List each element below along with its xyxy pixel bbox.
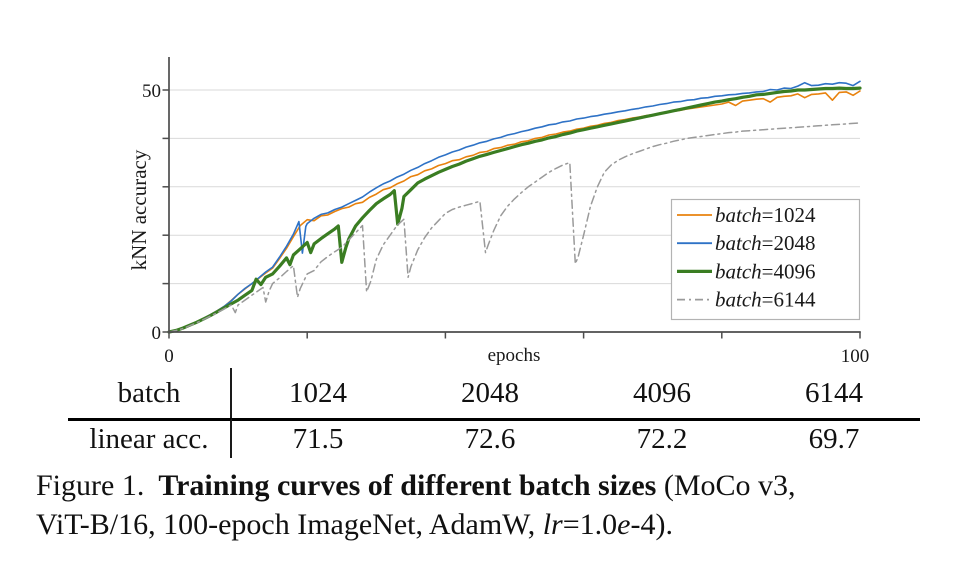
x-axis-label: epochs bbox=[488, 345, 541, 366]
training-curves-chart: batch=1024batch=2048batch=4096batch=6144… bbox=[127, 57, 870, 366]
table-header-value-1: 2048 bbox=[461, 376, 519, 409]
y-tick-label-50: 50 bbox=[142, 81, 161, 102]
results-table: batch 1024 2048 4096 6144 linear acc. 71.5 72.6… bbox=[68, 368, 920, 458]
x-tick-label-0: 0 bbox=[164, 346, 174, 366]
caption-figure-label: Figure 1. bbox=[36, 469, 145, 502]
caption-line2-text: ViT-B/16, 100-epoch ImageNet, AdamW, bbox=[36, 508, 543, 541]
caption-lr-italic: lr bbox=[542, 508, 563, 541]
legend-label-italic: batch bbox=[715, 231, 762, 255]
caption-bold-title: Training curves of different batch sizes bbox=[158, 469, 657, 502]
legend-label-value: =6144 bbox=[762, 288, 816, 312]
caption-after-bold: (MoCo v3, bbox=[663, 469, 796, 502]
caption-e-italic: e bbox=[617, 508, 631, 541]
legend-label-batch-4096: batch=4096 bbox=[715, 259, 816, 283]
caption-line-1: Figure 1. Training curves of different ba… bbox=[36, 466, 966, 505]
legend-label-italic: batch bbox=[715, 203, 762, 227]
figure-caption: Figure 1. Training curves of different ba… bbox=[36, 466, 966, 544]
caption-line2-end: -4). bbox=[630, 508, 673, 541]
curve-batch-4096 bbox=[167, 86, 862, 334]
table-header-value-3: 6144 bbox=[805, 376, 863, 409]
table-row-value-1: 72.6 bbox=[404, 418, 576, 458]
legend-label-value: =4096 bbox=[762, 259, 816, 283]
caption-line-2: ViT-B/16, 100-epoch ImageNet, AdamW, lr=… bbox=[36, 505, 966, 544]
curves bbox=[167, 80, 862, 334]
legend-label-batch-6144: batch=6144 bbox=[715, 288, 816, 312]
legend-label-value: =1024 bbox=[762, 203, 816, 227]
table-row-value-0: 71.5 bbox=[232, 418, 404, 458]
legend-label-italic: batch bbox=[715, 288, 762, 312]
caption-lr-value: =1.0 bbox=[562, 508, 618, 541]
axes bbox=[168, 57, 861, 333]
table-row-value-3: 69.7 bbox=[748, 418, 920, 458]
table-header-value-2: 4096 bbox=[633, 376, 691, 409]
table-header-value-0: 1024 bbox=[289, 376, 347, 409]
table-row-label: linear acc. bbox=[68, 418, 232, 458]
legend-label-batch-2048: batch=2048 bbox=[715, 231, 816, 255]
curve-batch-1024 bbox=[168, 90, 861, 333]
x-tick-label-100: 100 bbox=[841, 346, 870, 366]
table-row-value-2: 72.2 bbox=[576, 418, 748, 458]
legend-label-batch-1024: batch=1024 bbox=[715, 203, 816, 227]
y-axis-label: kNN accuracy bbox=[127, 149, 151, 270]
curve-batch-2048 bbox=[168, 80, 861, 333]
curve-batch-6144 bbox=[168, 122, 861, 333]
legend-label-italic: batch bbox=[715, 259, 762, 283]
y-tick-label-0: 0 bbox=[152, 323, 162, 344]
table-header-label: batch bbox=[68, 368, 232, 418]
axis-ticks bbox=[162, 89, 861, 339]
legend-label-value: =2048 bbox=[762, 231, 816, 255]
